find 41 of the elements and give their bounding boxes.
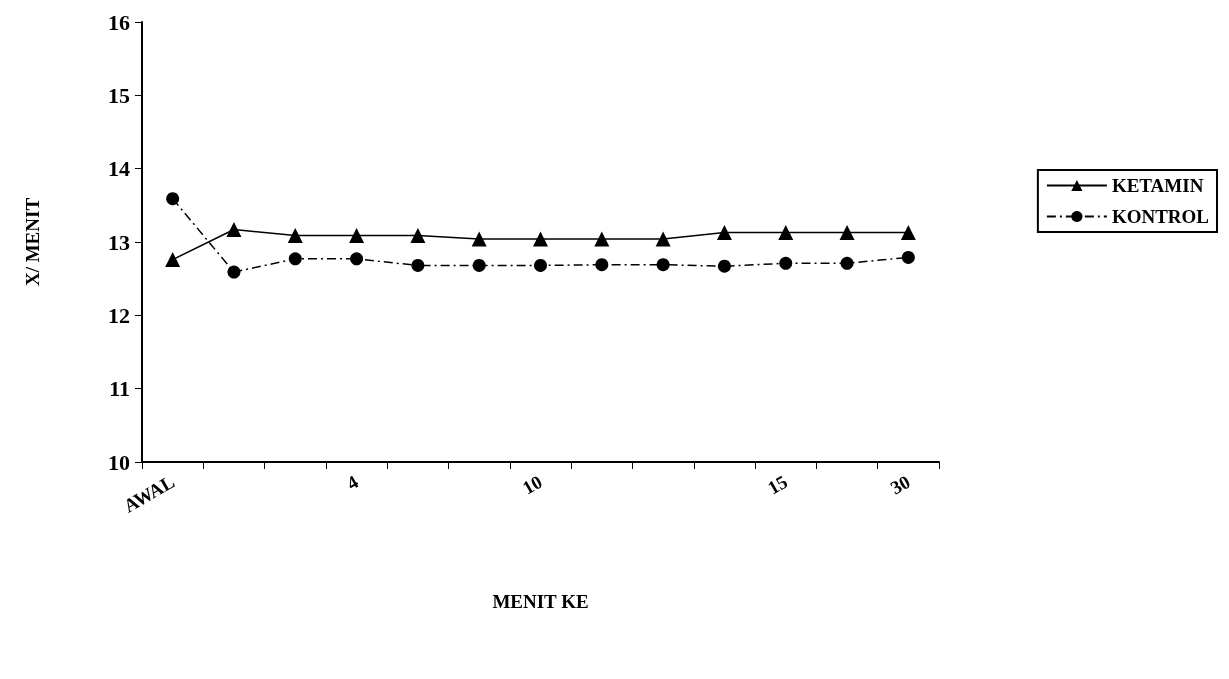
y-tick-label: 13 [108,229,130,255]
point [227,265,241,279]
point [900,224,916,240]
y-tick-label: 14 [108,156,130,182]
point [594,231,610,247]
point [411,258,425,272]
point [716,224,732,240]
point [287,227,303,243]
point [349,227,365,243]
x-tick-label: 10 [518,470,546,499]
y-tick-label: 11 [109,376,130,402]
x-tick-label: 15 [764,470,791,499]
point [165,252,181,268]
x-tick-label: 30 [886,470,914,499]
point [778,224,794,240]
point [717,259,731,273]
y-tick-label: 15 [108,82,130,108]
point [471,231,487,247]
y-tick-label: 16 [108,9,130,35]
point [595,258,609,272]
point [655,231,671,247]
legend-label: KETAMIN [1111,175,1204,196]
point [288,252,302,266]
point [656,258,670,272]
point [534,258,547,272]
y-axis-title: X/ MENIT [22,197,43,287]
point [410,227,426,243]
point [840,256,854,270]
point [779,256,793,270]
x-axis-title: MENIT KE [492,591,589,612]
point [350,252,364,266]
point [901,250,915,264]
legend-label: KONTROL [1111,206,1209,227]
y-tick-label: 12 [108,302,130,328]
point [166,192,180,206]
point [472,258,486,272]
x-tick-label: 4 [343,470,363,494]
y-tick-label: 10 [108,449,130,475]
point [226,222,242,238]
point [839,224,855,240]
point [533,231,548,247]
